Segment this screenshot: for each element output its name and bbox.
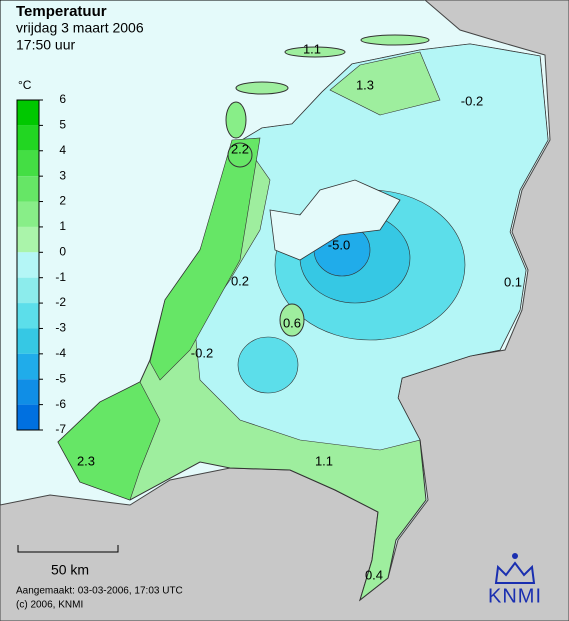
legend-tick-label: -1 [55,270,66,284]
logo-text: KNMI [488,585,542,607]
legend-band [17,226,39,253]
legend-tick-label: -3 [55,321,66,335]
legend-band [17,125,39,151]
map-label: 1.3 [356,77,374,92]
footer-created: Aangemaakt: 03-03-2006, 17:03 UTC [16,586,183,597]
lake [269,179,401,261]
island [360,34,430,46]
legend-band [17,353,39,380]
island [227,142,253,168]
map-label: 2.3 [77,453,95,468]
coastal-zone [57,381,161,501]
legend-unit: °C [18,78,32,92]
legend-tick-label: -5 [55,371,66,385]
title: Temperatuur [16,3,107,20]
cold-core [237,336,299,394]
map-label: 2.2 [231,141,249,156]
legend-band [17,100,39,126]
island [225,101,247,139]
map-label: 0.1 [504,274,522,289]
island [235,81,289,95]
map-label: 1.1 [303,41,321,56]
map-label: 0.4 [365,567,383,582]
island [284,46,346,58]
legend-frame [16,99,40,431]
legend-tick-label: -2 [55,295,66,309]
date: vrijdag 3 maart 2006 [16,20,144,36]
map-label: -5.0 [328,237,350,252]
map-labels: 1.1 1.3 -0.2 2.2 -5.0 0.2 0.1 0.6 -0.2 2.3 1.1 0.4 [77,41,522,582]
legend-band [17,201,39,227]
legend-band [17,303,39,329]
map-label: 1.1 [315,453,333,468]
legend-band [17,328,39,354]
legend: 6 5 4 3 2 1 0 -1 -2 -3 -4 -5 -6 -7 [16,92,66,436]
legend-band [17,277,39,304]
warm-zone [329,51,441,116]
legend-tick-label: -4 [55,346,66,360]
warm-spot [279,303,305,337]
legend-tick-label: -7 [55,422,66,436]
map-label: -0.2 [191,345,213,360]
legend-tick-label: -6 [55,397,66,411]
scale-label: 50 km [51,562,89,578]
legend-tick-label: 3 [59,168,66,182]
legend-tick-label: 0 [59,244,66,258]
legend-tick-label: 6 [59,92,66,106]
map-label: 0.2 [231,273,249,288]
legend-band [17,176,39,202]
coastal-zone [149,137,261,381]
legend-band [17,379,39,405]
time: 17:50 uur [16,37,75,53]
logo: KNMI [488,553,542,607]
scale-bar [17,545,119,553]
legend-tick-label: 4 [59,143,66,157]
legend-tick-label: 1 [59,219,66,233]
legend-band [17,252,39,278]
legend-tick-label: 2 [59,194,66,208]
legend-tick-label: 5 [59,118,66,132]
footer-copyright: (c) 2006, KNMI [16,600,83,611]
map-label: -0.2 [461,93,483,108]
map-label: 0.6 [283,315,301,330]
legend-band [17,404,39,430]
legend-band [17,150,39,177]
